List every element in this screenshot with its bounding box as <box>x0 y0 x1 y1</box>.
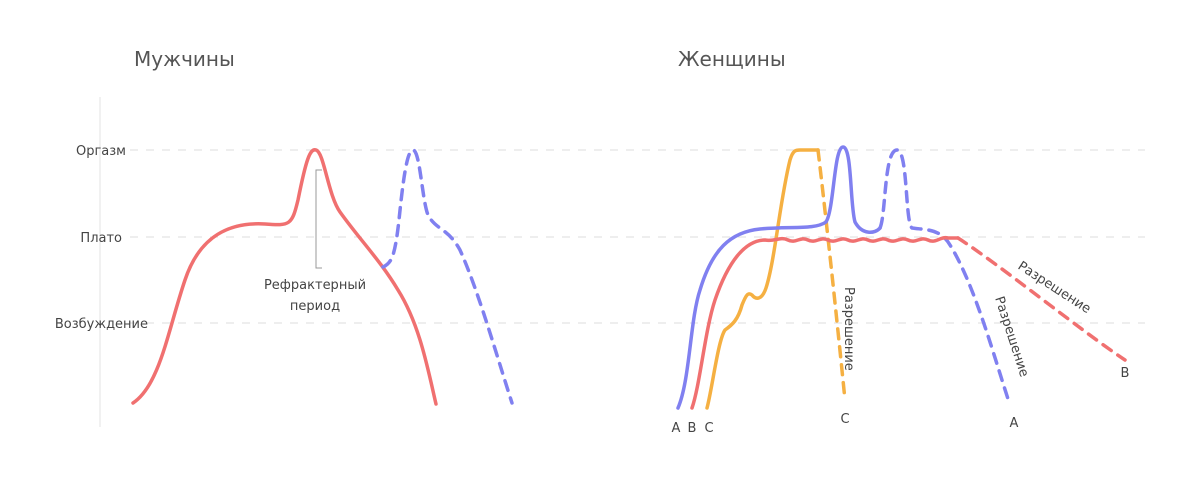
women-resolution-b <box>956 236 1127 362</box>
level-label: Оргазм <box>76 144 126 159</box>
end-label: B <box>1121 366 1130 381</box>
panel-title: Женщины <box>678 47 786 71</box>
bracket <box>315 169 322 269</box>
women-curve-b <box>690 235 960 410</box>
panel-title: Мужчины <box>134 47 235 71</box>
resolution-label: Разрешение <box>841 287 856 371</box>
annotation: период <box>290 299 340 314</box>
women-resolution-a <box>878 148 1012 407</box>
start-label: C <box>704 421 713 436</box>
annotation: Рефрактерный <box>264 278 366 293</box>
men-curve <box>131 148 438 406</box>
women-curve-c <box>705 148 820 410</box>
women-resolution-c <box>816 148 847 402</box>
women-curve-a <box>676 145 882 410</box>
resolution-label: Разрешение <box>991 295 1031 379</box>
end-label: A <box>1010 416 1019 431</box>
level-label: Плато <box>80 231 122 246</box>
end-label: C <box>840 412 849 427</box>
start-label: B <box>688 421 697 436</box>
level-label: Возбуждение <box>55 317 148 332</box>
level-lines <box>130 149 1145 324</box>
start-label: A <box>672 421 681 436</box>
men-curve-second <box>381 148 514 405</box>
